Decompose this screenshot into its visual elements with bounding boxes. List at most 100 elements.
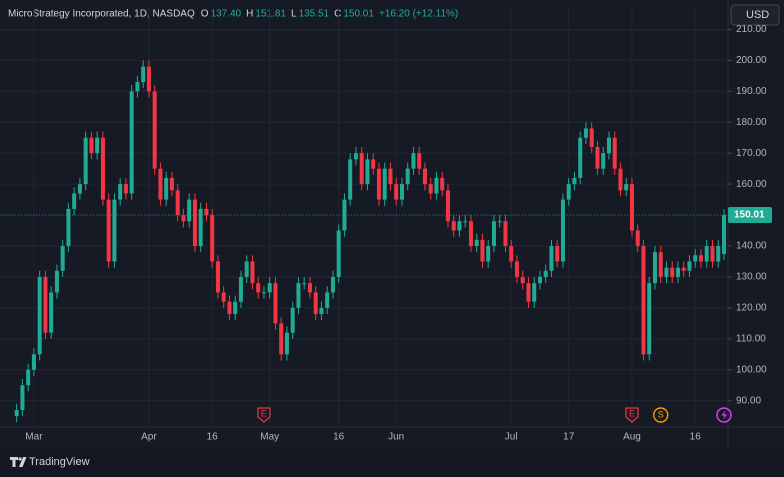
x-tick-label: Mar (25, 432, 43, 443)
candle-body (26, 369, 31, 386)
event-badge (257, 407, 271, 423)
candle-body (560, 199, 565, 262)
candle-body (181, 215, 186, 222)
candle-body (480, 239, 485, 262)
candle-body (261, 292, 266, 294)
candle-body (670, 267, 675, 277)
candle-body (175, 190, 180, 216)
candle-body (60, 246, 65, 271)
candle-body (382, 168, 387, 200)
candle-body (141, 66, 146, 83)
candle-body (227, 301, 232, 315)
candle-body (238, 276, 243, 302)
candle-body (486, 246, 491, 262)
candle-body (31, 354, 36, 370)
currency-button[interactable] (730, 4, 780, 26)
event-marker (716, 407, 732, 423)
x-tick-label: Jun (388, 432, 404, 443)
candle-body (457, 221, 462, 231)
candle-body (635, 230, 640, 247)
candle-body (152, 91, 157, 169)
ohlc-value: 135.51 (299, 9, 330, 20)
candle-body (543, 270, 548, 277)
candle-body (647, 283, 652, 355)
candle-body (371, 159, 376, 169)
currency[interactable]: USD (746, 9, 769, 21)
candle-body (399, 184, 404, 200)
candle-body (348, 159, 353, 200)
candle-body (698, 255, 703, 262)
candle-body (164, 177, 169, 200)
y-tick-label: 200.00 (736, 55, 767, 66)
event-marker: E (257, 407, 271, 423)
candle-body (428, 184, 433, 194)
candle-body (618, 168, 623, 191)
candle-body (440, 177, 445, 191)
candle-body (411, 153, 416, 169)
candle-body (641, 246, 646, 355)
x-tick-label: Jul (505, 432, 518, 443)
candle-body (353, 153, 358, 160)
y-tick-label: 170.00 (736, 148, 767, 159)
candle-body (491, 221, 496, 247)
candle-body (445, 190, 450, 222)
candle-body (526, 283, 531, 302)
candle-body (37, 276, 42, 355)
candle-body (187, 199, 192, 222)
y-tick-label: 140.00 (736, 241, 767, 252)
candle-body (578, 137, 583, 178)
candle-body (572, 177, 577, 185)
candle-body (336, 230, 341, 277)
candle-body (256, 283, 261, 293)
change: +16.20 (+12.11%) (379, 9, 458, 20)
x-tick-label: 16 (690, 432, 702, 443)
candle-body (89, 137, 94, 154)
candle-body (359, 153, 364, 185)
candle-body (273, 283, 278, 324)
candle-body (388, 168, 393, 185)
candle-body (405, 168, 410, 185)
candle-body (687, 261, 692, 271)
candle-body (422, 168, 427, 185)
y-tick-label: 180.00 (736, 117, 767, 128)
grid (0, 5, 728, 427)
candle-body (72, 193, 77, 209)
candle-body (514, 261, 519, 277)
candle-body (95, 137, 100, 154)
candle-body (606, 137, 611, 154)
candle-body (537, 276, 542, 284)
candle-body (474, 239, 479, 247)
candle-body (394, 184, 399, 200)
candle-body (250, 261, 255, 284)
ohlc-key: O (201, 9, 209, 20)
candle-body (451, 221, 456, 231)
x-tick-label: Aug (623, 432, 641, 443)
candle-body (221, 292, 226, 302)
ohlc-value: 150.01 (343, 9, 374, 20)
candle-body (509, 246, 514, 262)
candle-body (417, 153, 422, 169)
candle-body (463, 221, 468, 223)
candle-body (325, 292, 330, 308)
candle-body (342, 199, 347, 231)
candle-body (624, 184, 629, 191)
ohlc-key: H (246, 9, 253, 20)
candle-body (123, 184, 128, 194)
candle-body (589, 128, 594, 148)
x-tick-label: 17 (563, 432, 575, 443)
candle-body (710, 246, 715, 262)
candle-body (100, 137, 105, 200)
symbol-title: MicroStrategy Incorporated, 1D, NASDAQ (8, 9, 195, 20)
candle-body (20, 385, 25, 410)
candle-body (675, 267, 680, 277)
candle-body (652, 252, 657, 284)
brand-logo (10, 457, 27, 467)
event-label: E (261, 408, 267, 418)
candle-body (595, 147, 600, 169)
candle-body (233, 301, 238, 315)
candle-body (284, 332, 289, 355)
candle-body (244, 261, 249, 277)
candle-body (192, 199, 197, 247)
x-tick-label: Apr (141, 432, 157, 443)
